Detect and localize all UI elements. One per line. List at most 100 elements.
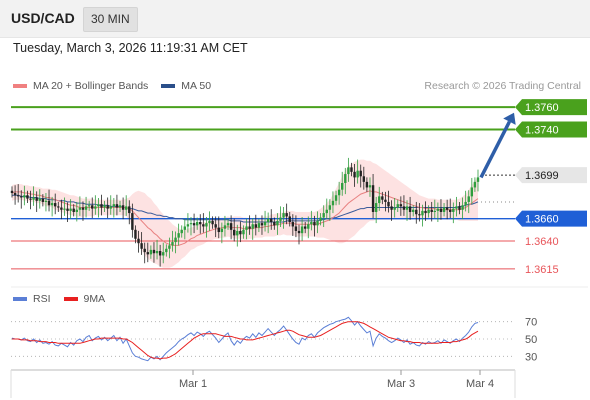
candle-body: [279, 217, 282, 221]
x-tick-label: Mar 3: [387, 378, 415, 390]
level-tag-1.3660: [515, 210, 587, 227]
candle-body: [180, 229, 183, 234]
candle-body: [452, 208, 455, 212]
candle-body: [294, 226, 298, 231]
candle-body: [162, 252, 165, 256]
level-label-1.3740: 1.3740: [525, 124, 559, 136]
x-tick-label: Mar 4: [466, 378, 494, 390]
candle-body: [143, 248, 146, 253]
candle-body: [124, 206, 128, 210]
candle-body: [415, 209, 418, 215]
candle-body: [374, 203, 378, 212]
candle-body: [47, 200, 51, 206]
projection-arrow-head: [503, 112, 516, 125]
candle-body: [41, 198, 45, 202]
candle-body: [276, 220, 279, 226]
candle-body: [313, 222, 316, 226]
candle-body: [152, 249, 156, 254]
candle-body: [236, 230, 239, 236]
candle-body: [137, 238, 140, 244]
rsi-line: [11, 316, 479, 362]
projection-arrow-shaft: [479, 120, 512, 179]
candle-body: [50, 203, 54, 206]
candle-body: [467, 196, 470, 202]
level-tag-1.3740: [515, 121, 587, 138]
candle-body: [38, 198, 41, 201]
candle-body: [393, 207, 396, 210]
candle-body: [131, 213, 134, 230]
copyright-text: Research © 2026 Trading Central: [424, 80, 581, 92]
candle-body: [103, 205, 106, 208]
candle-body: [288, 216, 291, 223]
candle-body: [316, 220, 319, 226]
candle-body: [91, 205, 94, 209]
candle-body: [32, 197, 35, 200]
candle-body: [402, 206, 406, 210]
candle-body: [291, 222, 295, 227]
timeframe-button[interactable]: 30 MIN: [83, 7, 138, 32]
candle-body: [368, 185, 372, 188]
candle-body: [87, 205, 91, 207]
candle-body: [97, 204, 100, 207]
level-label-1.3760: 1.3760: [525, 102, 559, 114]
candle-body: [69, 208, 72, 211]
candle-body: [430, 209, 433, 212]
candle-body: [356, 170, 359, 178]
candle-body: [23, 195, 26, 198]
candle-body: [455, 206, 458, 209]
candle-body: [242, 229, 245, 235]
candle-body: [63, 208, 66, 210]
candle-body: [458, 206, 461, 210]
x-tick-label: Mar 1: [179, 378, 207, 390]
candle-body: [282, 213, 285, 218]
candle-body: [35, 197, 38, 201]
candle-body: [208, 220, 211, 224]
candle-body: [109, 206, 112, 209]
candle-body: [325, 209, 328, 214]
candle-body: [245, 226, 248, 230]
candle-body: [344, 174, 347, 183]
candle-body: [263, 222, 267, 226]
candle-body: [390, 206, 393, 210]
candle-body: [322, 213, 325, 218]
candle-body: [57, 206, 60, 208]
candle-body: [408, 206, 412, 212]
level-label-1.3660: 1.3660: [525, 214, 559, 226]
candle-body: [411, 209, 415, 212]
candle-body: [81, 207, 85, 210]
candle-body: [149, 249, 153, 255]
candle-body: [285, 213, 288, 217]
candle-body: [20, 196, 23, 198]
level-label-1.3640: 1.3640: [525, 236, 559, 248]
level-tag-1.3760: [515, 99, 587, 116]
legend-swatch-ma50: [161, 84, 176, 88]
candle-body: [362, 176, 366, 182]
candles: [10, 157, 480, 267]
candle-body: [251, 224, 254, 229]
bollinger-band: [12, 159, 478, 268]
candle-body: [300, 226, 304, 234]
level-label-1.3615: 1.3615: [525, 264, 559, 276]
chart-header: USD/CAD 30 MIN: [0, 0, 590, 38]
candle-body: [214, 224, 217, 228]
candle-body: [449, 209, 452, 212]
candle-body: [121, 205, 125, 210]
candle-body: [347, 167, 350, 175]
candle-body: [229, 223, 233, 230]
candle-body: [112, 204, 116, 207]
candle-body: [254, 224, 258, 228]
candle-body: [226, 223, 230, 226]
candle-body: [78, 207, 82, 210]
candle-body: [16, 195, 20, 197]
legend-label-ma20: MA 20 + Bollinger Bands: [33, 80, 149, 92]
rsi-tick-50: 50: [525, 334, 537, 346]
candle-body: [353, 171, 356, 178]
candle-body: [232, 229, 236, 236]
candle-body: [84, 206, 88, 210]
candle-body: [384, 199, 387, 202]
rsi-legend: RSI 9MA: [13, 293, 105, 305]
candle-body: [439, 208, 443, 212]
legend-swatch-rsi-ma: [63, 297, 78, 301]
legend-swatch-rsi: [13, 297, 27, 301]
